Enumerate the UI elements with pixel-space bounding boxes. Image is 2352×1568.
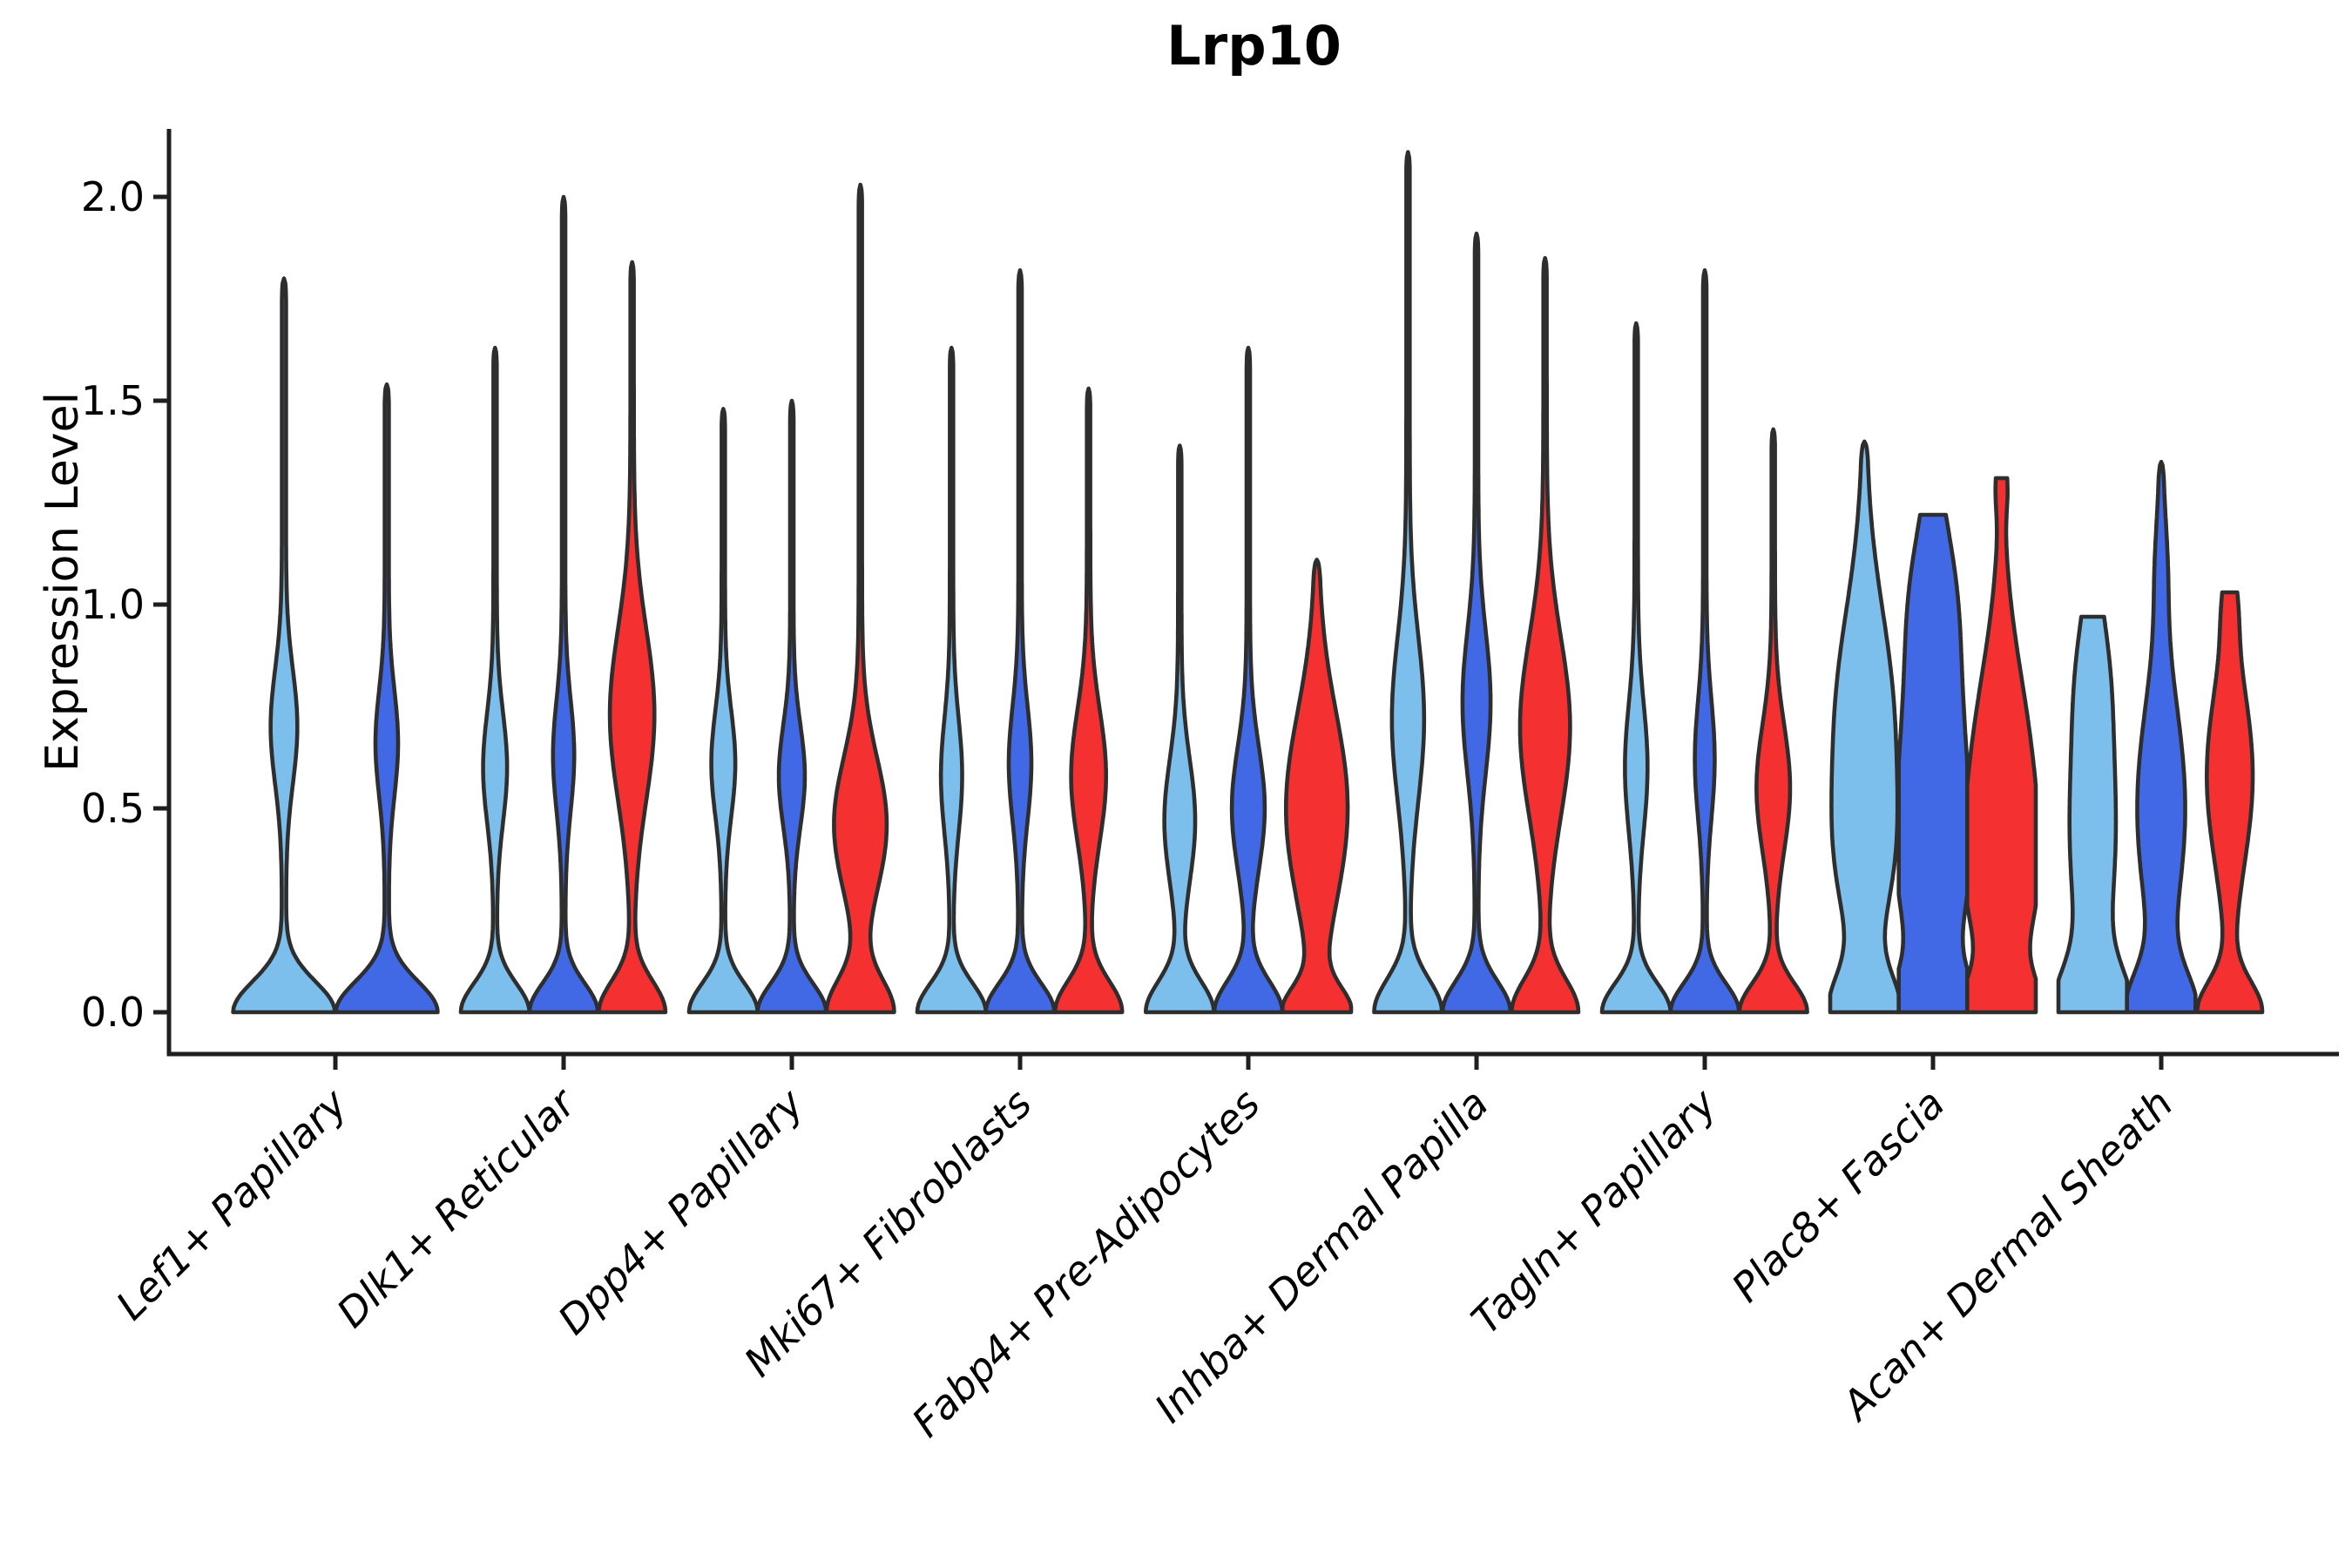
violin-dpp4-papillary-light-blue — [686, 407, 760, 1015]
violin-plac8-fascia-light-blue — [1828, 439, 1901, 1015]
x-tick-label-dpp4-papillary: Dpp4+ Papillary — [549, 1079, 813, 1343]
violin-mki67-fibroblasts-light-blue — [915, 345, 988, 1015]
violin-mki67-fibroblasts-red — [1052, 386, 1125, 1015]
x-tick-label-plac8-fascia: Plac8+ Fascia — [1722, 1080, 1953, 1311]
violin-dlk1-reticular-red — [597, 260, 668, 1015]
violin-fabp4-pre-adipocytes-light-blue — [1144, 443, 1216, 1015]
violin-fabp4-pre-adipocytes-red — [1281, 558, 1354, 1015]
violin-lef1-papillary-dark-blue — [334, 382, 440, 1015]
violin-acan-dermal-sheath-red — [2195, 590, 2265, 1015]
violin-inhba-dermal-papilla-dark-blue — [1440, 231, 1513, 1015]
x-tick-label-tagln-papillary: Tagln+ Papillary — [1462, 1079, 1726, 1343]
x-tick-label-lef1-papillary: Lef1+ Papillary — [107, 1079, 356, 1328]
y-tick-label: 1.5 — [81, 377, 145, 424]
y-tick-label: 1.0 — [81, 581, 145, 628]
y-tick-label: 0.5 — [81, 785, 145, 832]
violin-tagln-papillary-red — [1737, 427, 1809, 1015]
violin-dlk1-reticular-dark-blue — [527, 194, 600, 1015]
violin-dpp4-papillary-dark-blue — [755, 398, 828, 1015]
y-tick-label: 0.0 — [81, 989, 145, 1036]
violin-acan-dermal-sheath-light-blue — [2056, 614, 2129, 1015]
y-tick-label: 2.0 — [81, 173, 145, 220]
violin-tagln-papillary-light-blue — [1599, 321, 1673, 1015]
violin-lef1-papillary-light-blue — [231, 276, 337, 1015]
violin-tagln-papillary-dark-blue — [1668, 267, 1741, 1015]
x-tick-label-dlk1-reticular: Dlk1+ Reticular — [328, 1078, 586, 1336]
violin-acan-dermal-sheath-dark-blue — [2125, 459, 2198, 1015]
violin-dlk1-reticular-light-blue — [458, 345, 531, 1015]
violin-fabp4-pre-adipocytes-dark-blue — [1212, 345, 1285, 1015]
chart-title: Lrp10 — [1166, 14, 1342, 78]
violin-dpp4-papillary-red — [824, 182, 896, 1015]
violin-mki67-fibroblasts-dark-blue — [983, 267, 1057, 1015]
violin-plac8-fascia-dark-blue — [1896, 512, 1970, 1015]
violin-inhba-dermal-papilla-red — [1510, 255, 1581, 1015]
violin-plac8-fascia-red — [1965, 476, 2038, 1015]
violin-inhba-dermal-papilla-light-blue — [1372, 150, 1444, 1015]
